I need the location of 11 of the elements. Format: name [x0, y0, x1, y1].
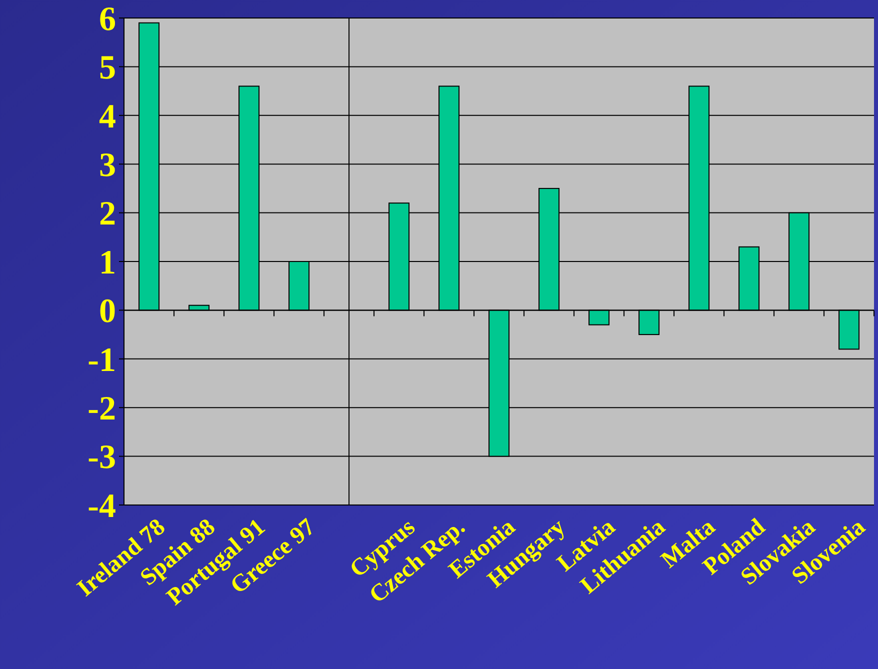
y-tick-label: -4	[88, 488, 116, 525]
y-tick-label: -2	[88, 390, 116, 428]
y-tick-label: 3	[99, 147, 116, 184]
y-tick-label: 2	[99, 196, 116, 233]
y-tick-label: 0	[99, 293, 116, 330]
y-tick-label: -3	[88, 439, 116, 476]
y-tick-label: 6	[99, 0, 116, 38]
y-tick-label: 5	[99, 50, 116, 87]
y-tick-label: 4	[99, 98, 116, 136]
y-tick-label: 1	[99, 244, 116, 282]
y-tick-label: -1	[88, 342, 116, 379]
